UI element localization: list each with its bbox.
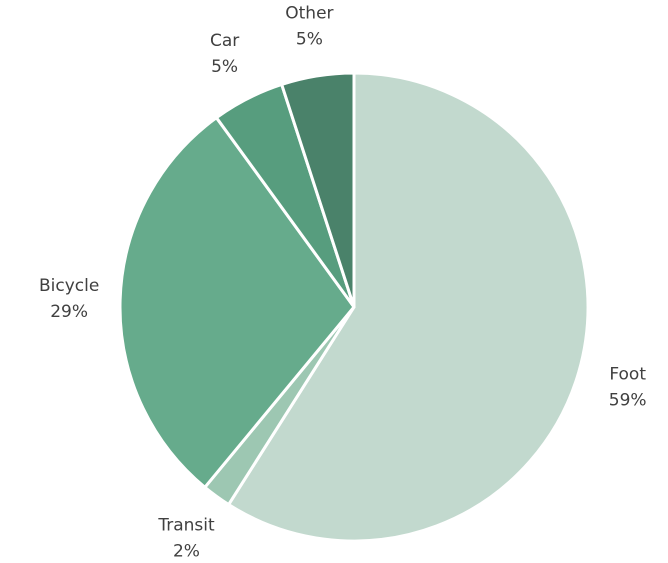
slice-label: Car — [210, 31, 239, 51]
slice-label: Bicycle — [39, 276, 99, 296]
pie-slice — [227, 71, 590, 543]
slice-label: Foot — [609, 365, 646, 385]
slice-value-label: 5% — [211, 57, 238, 77]
slice-label: Other — [285, 4, 333, 24]
slice-value-label: 2% — [173, 542, 200, 562]
slice-value-label: 59% — [609, 391, 647, 411]
slice-value-label: 5% — [296, 30, 323, 50]
slice-value-label: 29% — [50, 302, 88, 322]
pie-slice — [118, 116, 356, 489]
pie-slice — [280, 71, 356, 309]
slice-label: Transit — [157, 516, 215, 536]
